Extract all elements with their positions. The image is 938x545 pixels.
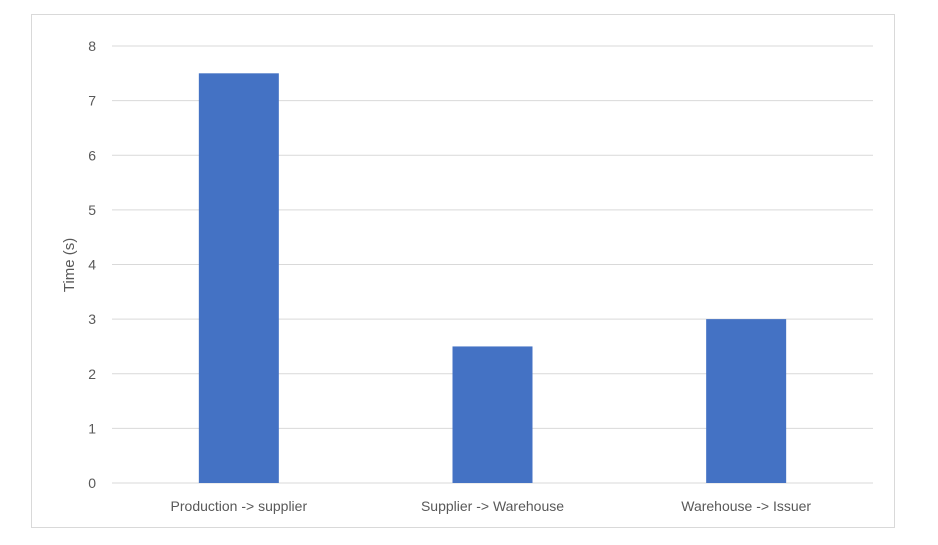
bar	[198, 73, 279, 483]
bar	[452, 346, 533, 483]
bars	[198, 73, 787, 483]
x-tick-labels: Production -> supplier Supplier -> Wareho…	[171, 498, 812, 514]
x-tick-label: Production -> supplier	[171, 498, 308, 514]
y-tick-label: 3	[88, 311, 96, 327]
y-tick-label: 4	[88, 257, 96, 273]
y-tick-label: 1	[88, 420, 96, 436]
y-tick-label: 7	[88, 93, 96, 109]
y-tick-label: 0	[88, 475, 96, 491]
x-tick-label: Warehouse -> Issuer	[681, 498, 811, 514]
bar	[706, 319, 787, 483]
y-tick-label: 6	[88, 147, 96, 163]
x-tick-label: Supplier -> Warehouse	[421, 498, 564, 514]
y-tick-label: 5	[88, 202, 96, 218]
y-tick-label: 8	[88, 38, 96, 54]
y-axis-title: Time (s)	[61, 238, 78, 292]
y-tick-label: 2	[88, 366, 96, 382]
y-tick-labels: 0 1 2 3 4 5 6 7 8	[88, 38, 96, 491]
